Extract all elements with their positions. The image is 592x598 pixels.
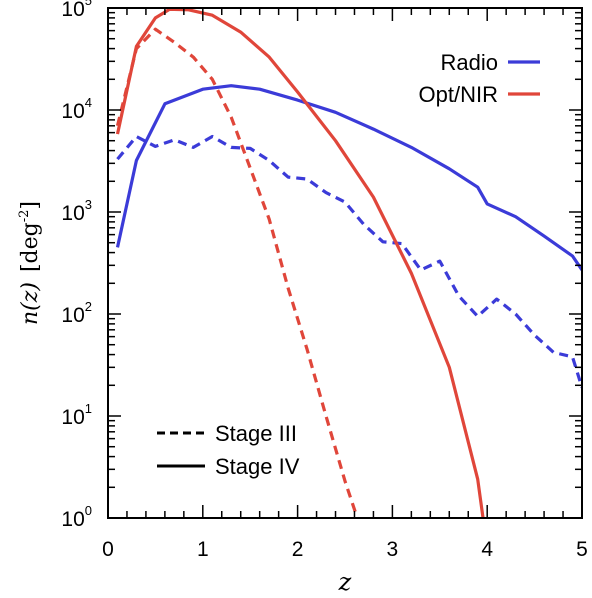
x-axis-label: z [338,568,352,596]
y-tick-label: 103 [61,197,92,225]
x-tick-label: 1 [197,538,209,561]
legend-label: Radio [441,50,498,75]
legend-label: Stage IV [215,454,300,479]
labels-layer: 0 1 2 3 4 5 100 101 102 103 104 105 z n(z)[deg-2] [17,0,588,596]
y-tick-label: 104 [61,95,92,123]
x-tick-label: 2 [292,538,304,561]
x-tick-label: 5 [576,538,588,561]
y-tick-label: 101 [61,401,92,429]
series-line-1 [116,134,582,389]
y-axis-label: n(z)[deg-2] [17,201,43,325]
legend-label: Opt/NIR [419,82,498,107]
x-tick-label: 0 [102,538,114,561]
legend-layer: Radio Opt/NIR Stage III Stage IV [157,50,540,479]
x-tick-label: 4 [481,538,493,561]
y-tick-label: 105 [61,0,92,21]
y-tick-label: 102 [61,299,92,327]
axes-layer [107,7,583,519]
series-layer [115,8,582,518]
legend-label: Stage III [215,421,297,446]
x-tick-label: 3 [387,538,399,561]
y-tick-label: 100 [61,503,92,531]
plot-frame [107,7,583,519]
series-line-2 [115,8,485,518]
series-line-0 [115,84,582,271]
